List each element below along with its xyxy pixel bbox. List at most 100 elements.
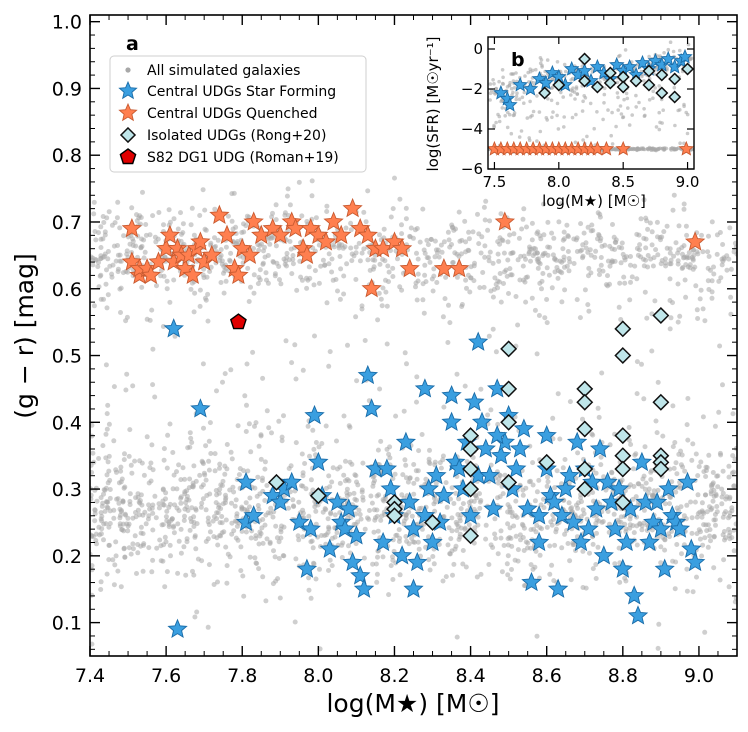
background-point <box>709 278 715 284</box>
background-point <box>656 621 662 627</box>
background-point <box>103 362 109 368</box>
background-point <box>416 448 422 454</box>
background-point <box>719 501 725 507</box>
background-point <box>107 508 113 514</box>
background-point <box>304 285 310 291</box>
background-point <box>324 203 330 209</box>
legend-label-quenched: Central UDGs Quenched <box>147 106 318 122</box>
background-point <box>90 422 95 428</box>
background-point <box>311 282 317 288</box>
background-point <box>575 450 581 456</box>
background-point <box>554 265 560 270</box>
background-point <box>402 457 408 463</box>
inset-background-point <box>615 91 620 95</box>
background-point <box>243 223 249 229</box>
background-point <box>341 273 347 279</box>
background-point <box>268 235 274 241</box>
background-point <box>496 258 502 264</box>
background-point <box>653 247 659 253</box>
background-point <box>454 528 460 533</box>
background-point <box>649 229 655 235</box>
background-point <box>296 179 302 185</box>
y-tick-label: 0.9 <box>52 78 82 100</box>
background-point <box>507 510 513 515</box>
q-point <box>399 258 420 278</box>
inset-background-point <box>668 40 673 44</box>
background-point <box>283 338 289 344</box>
background-point <box>90 534 96 539</box>
background-point <box>597 211 603 217</box>
inset-iso-point <box>538 86 552 100</box>
background-point <box>343 458 348 464</box>
iso-point <box>500 380 518 398</box>
background-point <box>726 584 732 590</box>
inset-background-point <box>616 95 620 100</box>
inset-sf-point <box>660 50 677 66</box>
background-point <box>497 494 503 500</box>
background-point <box>443 480 449 486</box>
background-point <box>184 497 190 502</box>
background-point <box>123 387 129 393</box>
inset-background-point <box>500 81 505 86</box>
iso-point <box>385 507 403 525</box>
x-tick-label: 8.6 <box>532 665 562 687</box>
background-point <box>182 513 187 519</box>
background-point <box>681 206 687 212</box>
inset-background-point <box>574 112 578 117</box>
background-point <box>404 361 409 367</box>
inset-axes-frame <box>487 36 695 170</box>
background-point <box>115 243 120 248</box>
background-point <box>485 227 491 233</box>
background-point <box>631 466 636 472</box>
background-point <box>685 396 691 401</box>
sf-point <box>464 391 485 411</box>
inset-background-point <box>509 131 514 136</box>
background-point <box>149 569 155 575</box>
background-point <box>533 246 538 252</box>
background-point <box>694 249 700 255</box>
background-point <box>578 221 584 227</box>
background-point <box>441 239 447 245</box>
background-point <box>210 518 216 524</box>
background-point <box>729 508 735 514</box>
sf-point <box>399 491 420 512</box>
iso-point <box>576 480 594 498</box>
background-point <box>401 408 407 414</box>
s82-point <box>229 313 247 330</box>
background-point <box>195 556 201 562</box>
background-point <box>191 514 197 520</box>
inset-background-point <box>623 48 628 52</box>
background-point <box>559 201 564 207</box>
background-point <box>244 507 250 513</box>
inset-background-point <box>601 117 605 122</box>
background-point <box>231 190 237 196</box>
q-point <box>357 224 379 244</box>
background-point <box>430 288 436 294</box>
background-point <box>490 545 496 550</box>
sf-point <box>544 491 565 512</box>
background-point <box>205 318 211 324</box>
background-point <box>370 483 376 489</box>
background-point <box>171 277 177 283</box>
y-tick-label: 0.5 <box>52 346 82 368</box>
background-point <box>306 575 312 581</box>
background-point <box>654 219 660 225</box>
background-point <box>331 244 337 250</box>
background-point <box>667 494 673 500</box>
background-point <box>669 479 675 485</box>
background-point <box>212 206 218 212</box>
q-point <box>342 197 363 218</box>
inset-background-point <box>657 127 662 132</box>
sf-point <box>357 364 379 385</box>
background-point <box>123 269 129 274</box>
background-point <box>126 545 132 551</box>
background-point <box>720 514 726 520</box>
iso-point <box>652 306 670 324</box>
background-point <box>99 526 105 532</box>
background-point <box>354 378 360 384</box>
inset-background-point <box>488 91 493 96</box>
background-point <box>490 260 496 266</box>
background-point <box>150 213 156 219</box>
sf-point <box>308 451 329 472</box>
background-point <box>560 237 566 243</box>
